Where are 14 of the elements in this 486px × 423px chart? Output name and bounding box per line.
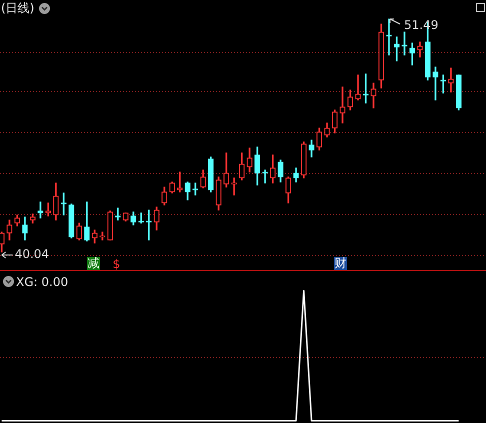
chart-title: XG: 0.00 <box>16 275 68 289</box>
chart-title: (日线) <box>1 1 34 15</box>
candlestick <box>402 32 408 56</box>
candlestick <box>355 74 361 100</box>
candlestick <box>340 86 346 124</box>
candlestick <box>231 178 237 196</box>
annotation: 40.04 <box>14 247 50 262</box>
text: 财 <box>334 256 347 270</box>
candlestick <box>262 170 268 184</box>
candlestick <box>432 66 438 100</box>
text: 减 <box>87 256 100 270</box>
text: $ <box>112 257 121 271</box>
candlestick <box>38 202 44 218</box>
candlestick <box>448 68 454 92</box>
